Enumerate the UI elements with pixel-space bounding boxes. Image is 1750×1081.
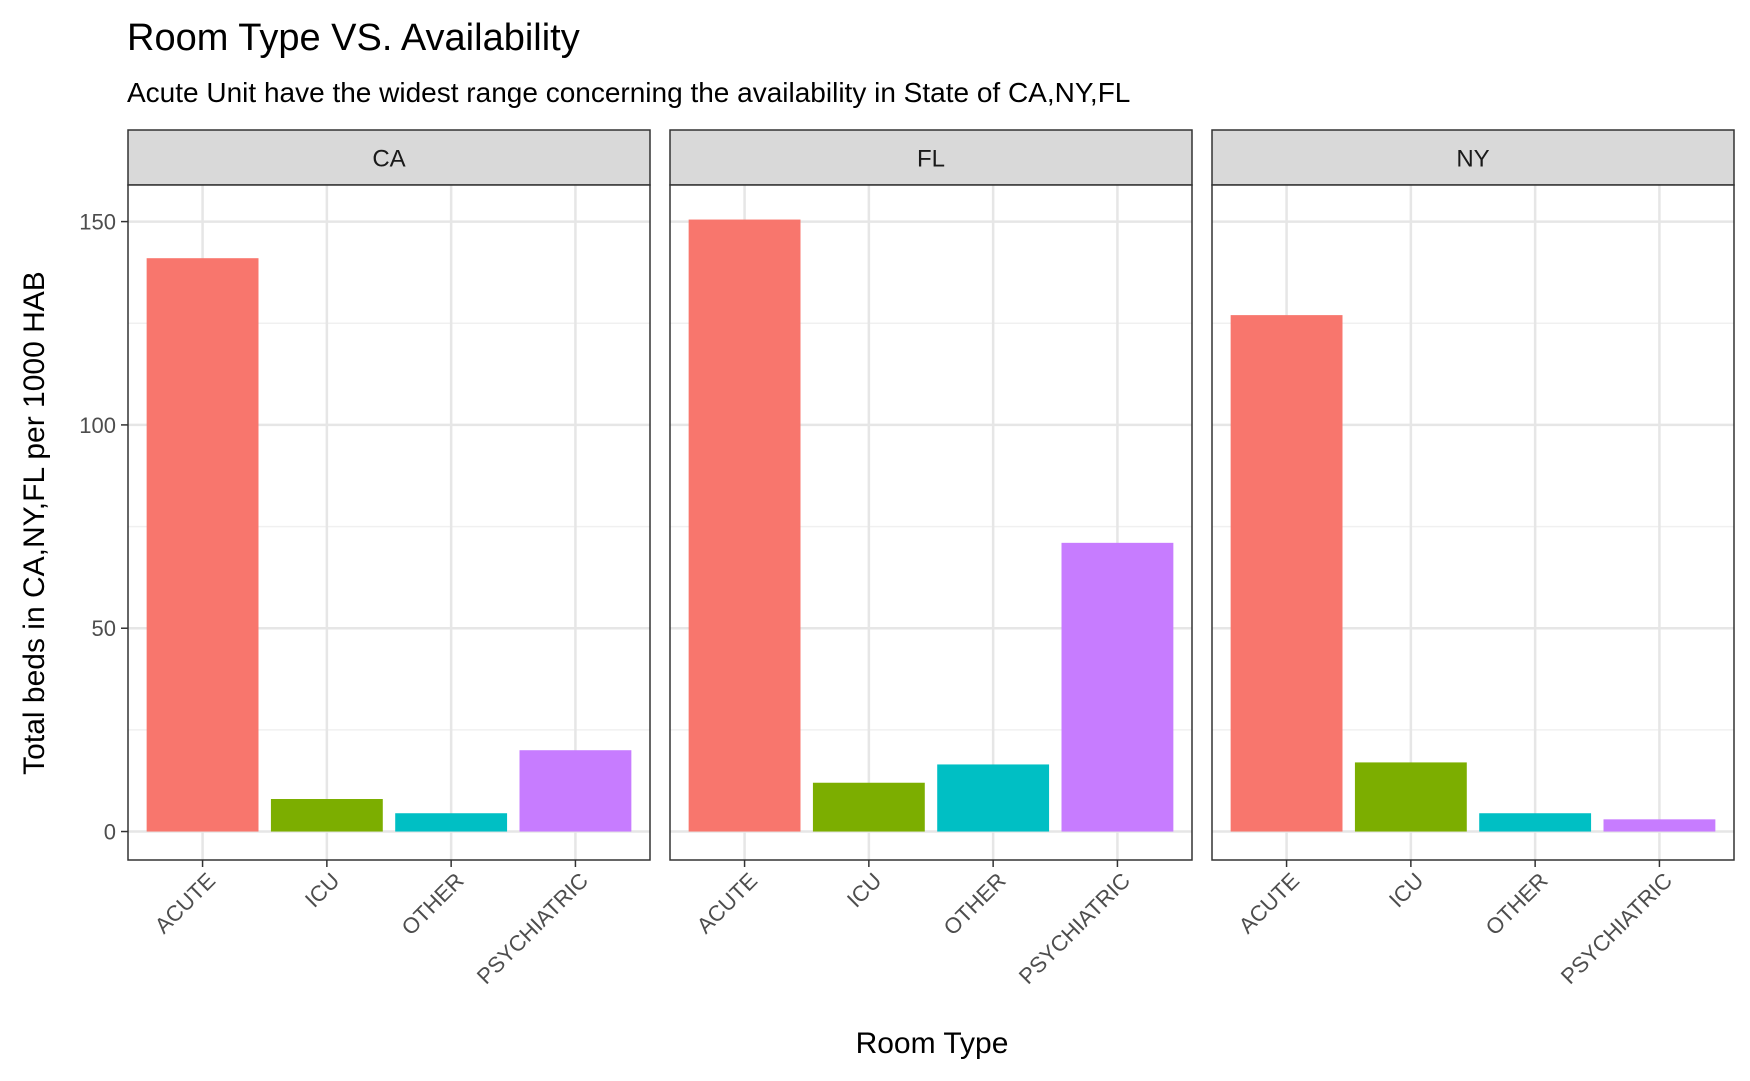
- x-tick-label: OTHER: [397, 868, 469, 940]
- facet-strip: [1211, 129, 1735, 186]
- y-tick-label: 150: [79, 210, 116, 235]
- y-tick-label: 0: [104, 820, 116, 845]
- chart-title: Room Type VS. Availability: [127, 17, 580, 59]
- panel-border: [127, 184, 651, 861]
- bar-fl-icu: [812, 782, 925, 832]
- y-tick-label: 50: [92, 616, 116, 641]
- facet-strip-label: CA: [372, 146, 405, 173]
- panel-ca: CA ACUTE ICU OTHER PSYCHIATRIC 0 50 100 150: [79, 129, 651, 989]
- bar-ny-psychiatric: [1603, 819, 1716, 832]
- bar-fl-acute: [688, 219, 801, 832]
- bar-fl-other: [937, 764, 1050, 832]
- x-tick-label: PSYCHIATRIC: [1014, 868, 1135, 989]
- chart-subtitle: Acute Unit have the widest range concern…: [127, 77, 1130, 108]
- x-tick-label: OTHER: [939, 868, 1011, 940]
- bar-ca-other: [395, 813, 508, 832]
- panel-ny: NY ACUTE ICU OTHER PSYCHIATRIC: [1211, 129, 1735, 989]
- x-tick-label: ACUTE: [150, 868, 220, 938]
- bar-fl-psychiatric: [1061, 542, 1174, 832]
- x-axis-title: Room Type: [856, 1027, 1009, 1060]
- bar-ca-acute: [146, 258, 259, 832]
- x-tick-label: OTHER: [1481, 868, 1553, 940]
- x-tick-label: PSYCHIATRIC: [1556, 868, 1677, 989]
- panel-fl: FL ACUTE ICU OTHER PSYCHIATRIC: [669, 129, 1193, 989]
- y-axis-title: Total beds in CA,NY,FL per 1000 HAB: [18, 271, 51, 775]
- bar-ny-icu: [1354, 762, 1467, 832]
- panel-border: [1211, 184, 1735, 861]
- x-tick-label: PSYCHIATRIC: [472, 868, 593, 989]
- x-tick-label: ICU: [300, 868, 344, 912]
- facet-strip: [669, 129, 1193, 186]
- bar-ny-other: [1479, 813, 1592, 832]
- facet-strip-label: NY: [1456, 146, 1489, 173]
- facet-strip: [127, 129, 651, 186]
- x-tick-label: ACUTE: [1234, 868, 1304, 938]
- panel-border: [669, 184, 1193, 861]
- x-tick-label: ICU: [842, 868, 886, 912]
- bar-ca-icu: [270, 799, 383, 832]
- y-tick-label: 100: [79, 413, 116, 438]
- bar-ca-psychiatric: [519, 750, 632, 832]
- x-tick-label: ICU: [1384, 868, 1428, 912]
- bar-ny-acute: [1230, 315, 1343, 832]
- facet-strip-label: FL: [917, 146, 945, 173]
- x-tick-label: ACUTE: [692, 868, 762, 938]
